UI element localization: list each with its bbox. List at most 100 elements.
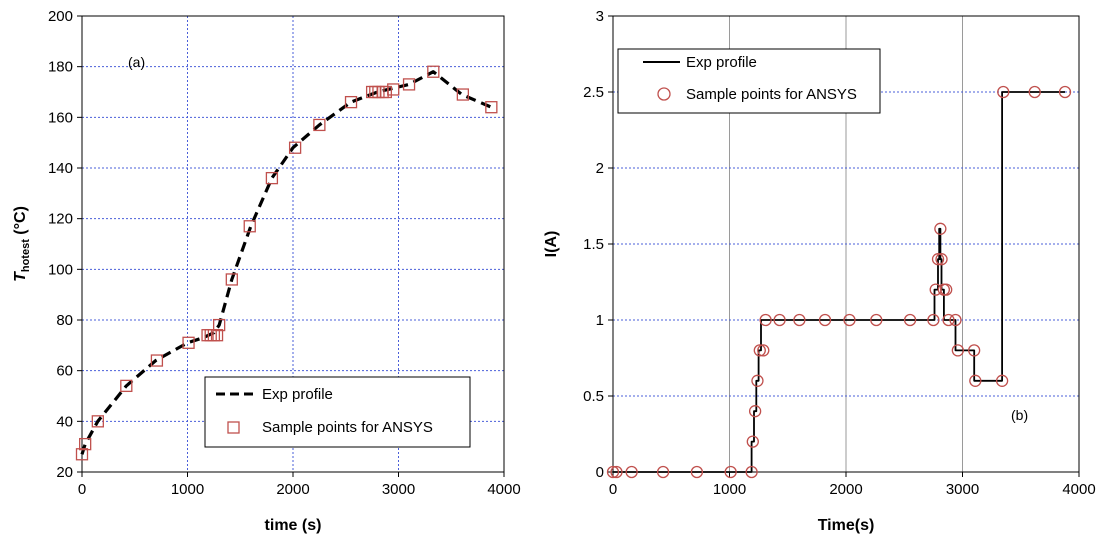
y-tick-label: 1 bbox=[596, 312, 604, 329]
data-point-circle bbox=[934, 222, 947, 235]
y-tick-label: 200 bbox=[48, 8, 73, 25]
y-tick-label: 140 bbox=[48, 160, 73, 177]
panel-a-x-tick-labels: 0 1000 2000 3000 4000 bbox=[78, 472, 521, 498]
data-point-circle bbox=[949, 313, 962, 327]
panel-b-x-axis-title: Time(s) bbox=[818, 517, 875, 534]
data-point-circle bbox=[870, 313, 883, 327]
panel-b: 0 1000 2000 3000 4000 0 0.5 1 1.5 2 2.5 3 (b) Time… bbox=[543, 8, 1096, 534]
data-point-square bbox=[265, 171, 279, 185]
y-tick-label: 160 bbox=[48, 109, 73, 126]
panel-b-x-tick-labels: 0 1000 2000 3000 4000 bbox=[609, 472, 1096, 498]
data-point-square bbox=[313, 118, 326, 132]
x-tick-label: 3000 bbox=[382, 481, 415, 498]
data-point-circle bbox=[995, 374, 1009, 387]
data-point-circle bbox=[997, 85, 1010, 99]
y-tick-label: 0.5 bbox=[583, 388, 604, 405]
y-tick-label: 100 bbox=[48, 261, 73, 278]
x-tick-label: 2000 bbox=[829, 481, 862, 498]
data-point-square bbox=[288, 141, 302, 154]
data-point-square bbox=[456, 88, 470, 101]
panel-b-y-axis-title: I(A) bbox=[543, 231, 560, 258]
panel-b-legend-circle-marker-icon bbox=[657, 87, 671, 101]
data-point-circle bbox=[606, 465, 620, 479]
data-point-circle bbox=[935, 253, 948, 266]
panel-a-legend: Exp profile Sample points for ANSYS bbox=[204, 376, 471, 448]
data-point-circle bbox=[690, 465, 704, 479]
panel-a-y-axis-title-unit: (°C) bbox=[12, 206, 29, 239]
panel-a-legend-item-exp-profile: Exp profile bbox=[262, 386, 333, 403]
data-point-circle bbox=[724, 465, 737, 479]
panel-b-y-tick-labels: 0 0.5 1 1.5 2 2.5 3 bbox=[583, 8, 613, 481]
panel-a-legend-item-sample-points: Sample points for ANSYS bbox=[262, 419, 433, 436]
y-tick-label: 80 bbox=[56, 312, 73, 329]
data-point-circle bbox=[773, 313, 786, 327]
data-point-square bbox=[387, 83, 400, 96]
data-point-square bbox=[376, 85, 389, 99]
data-point-circle bbox=[746, 435, 759, 448]
data-point-square bbox=[91, 415, 104, 428]
data-point-circle bbox=[969, 374, 982, 387]
data-point-circle bbox=[748, 405, 762, 418]
data-point-square bbox=[379, 85, 392, 99]
panel-b-label: (b) bbox=[1011, 407, 1028, 423]
data-point-square bbox=[344, 95, 358, 109]
data-point-square bbox=[210, 329, 224, 342]
data-point-circle bbox=[625, 465, 638, 479]
panel-a-legend-box bbox=[204, 376, 471, 448]
y-tick-label: 180 bbox=[48, 59, 73, 76]
data-point-square bbox=[150, 354, 164, 367]
x-tick-label: 0 bbox=[609, 481, 617, 498]
y-tick-label: 2 bbox=[596, 160, 604, 177]
data-point-square bbox=[79, 437, 92, 451]
x-tick-label: 2000 bbox=[276, 481, 309, 498]
data-point-circle bbox=[903, 313, 917, 327]
panel-a-y-tick-labels: 20 40 60 80 100 120 140 160 180 200 bbox=[48, 8, 82, 481]
data-point-square bbox=[427, 65, 440, 78]
data-point-circle bbox=[940, 283, 953, 296]
data-point-circle bbox=[968, 344, 981, 357]
panel-b-legend: Exp profile Sample points for ANSYS bbox=[617, 48, 881, 114]
x-tick-label: 3000 bbox=[946, 481, 979, 498]
data-point-circle bbox=[942, 313, 955, 327]
panel-b-series-lines bbox=[613, 91, 1065, 473]
data-point-circle bbox=[843, 313, 856, 327]
panel-a-y-axis-title: Thotest (°C) bbox=[12, 206, 32, 282]
panel-a: 0 1000 2000 3000 4000 20 40 60 80 100 120 140 160 18… bbox=[12, 8, 521, 534]
data-point-square bbox=[402, 78, 416, 91]
y-tick-label: 40 bbox=[56, 413, 73, 430]
x-tick-label: 0 bbox=[78, 481, 86, 498]
panel-b-legend-item-sample-points: Sample points for ANSYS bbox=[686, 86, 857, 103]
data-point-circle bbox=[818, 313, 832, 327]
y-tick-label: 1.5 bbox=[583, 236, 604, 253]
data-point-circle bbox=[1028, 85, 1041, 99]
x-tick-label: 4000 bbox=[487, 481, 520, 498]
data-point-circle bbox=[1058, 85, 1072, 99]
y-tick-label: 3 bbox=[596, 8, 604, 25]
data-point-circle bbox=[759, 313, 772, 327]
x-tick-label: 4000 bbox=[1062, 481, 1095, 498]
series-line-exp-profile bbox=[613, 91, 1065, 473]
data-point-circle bbox=[745, 465, 758, 479]
panel-a-label: (a) bbox=[128, 54, 145, 70]
data-point-circle bbox=[610, 465, 623, 479]
y-tick-label: 2.5 bbox=[583, 84, 604, 101]
data-point-square bbox=[75, 448, 89, 461]
data-point-circle bbox=[793, 313, 806, 327]
data-point-circle bbox=[951, 344, 964, 357]
y-tick-label: 120 bbox=[48, 211, 73, 228]
panel-b-legend-box bbox=[617, 48, 881, 114]
panel-b-series-markers bbox=[606, 85, 1072, 479]
panel-a-legend-square-marker-icon bbox=[227, 421, 240, 434]
data-point-square bbox=[243, 220, 256, 233]
panel-a-series-markers bbox=[75, 65, 498, 461]
panel-a-x-axis-title: time (s) bbox=[265, 517, 322, 534]
data-point-square bbox=[485, 101, 498, 114]
data-point-circle bbox=[927, 313, 940, 327]
y-tick-label: 60 bbox=[56, 363, 73, 380]
panel-b-legend-item-exp-profile: Exp profile bbox=[686, 54, 757, 71]
data-point-square bbox=[212, 318, 226, 332]
data-point-circle bbox=[753, 344, 766, 357]
panel-a-y-axis-title-main: T bbox=[12, 271, 29, 282]
data-point-square bbox=[225, 273, 238, 286]
